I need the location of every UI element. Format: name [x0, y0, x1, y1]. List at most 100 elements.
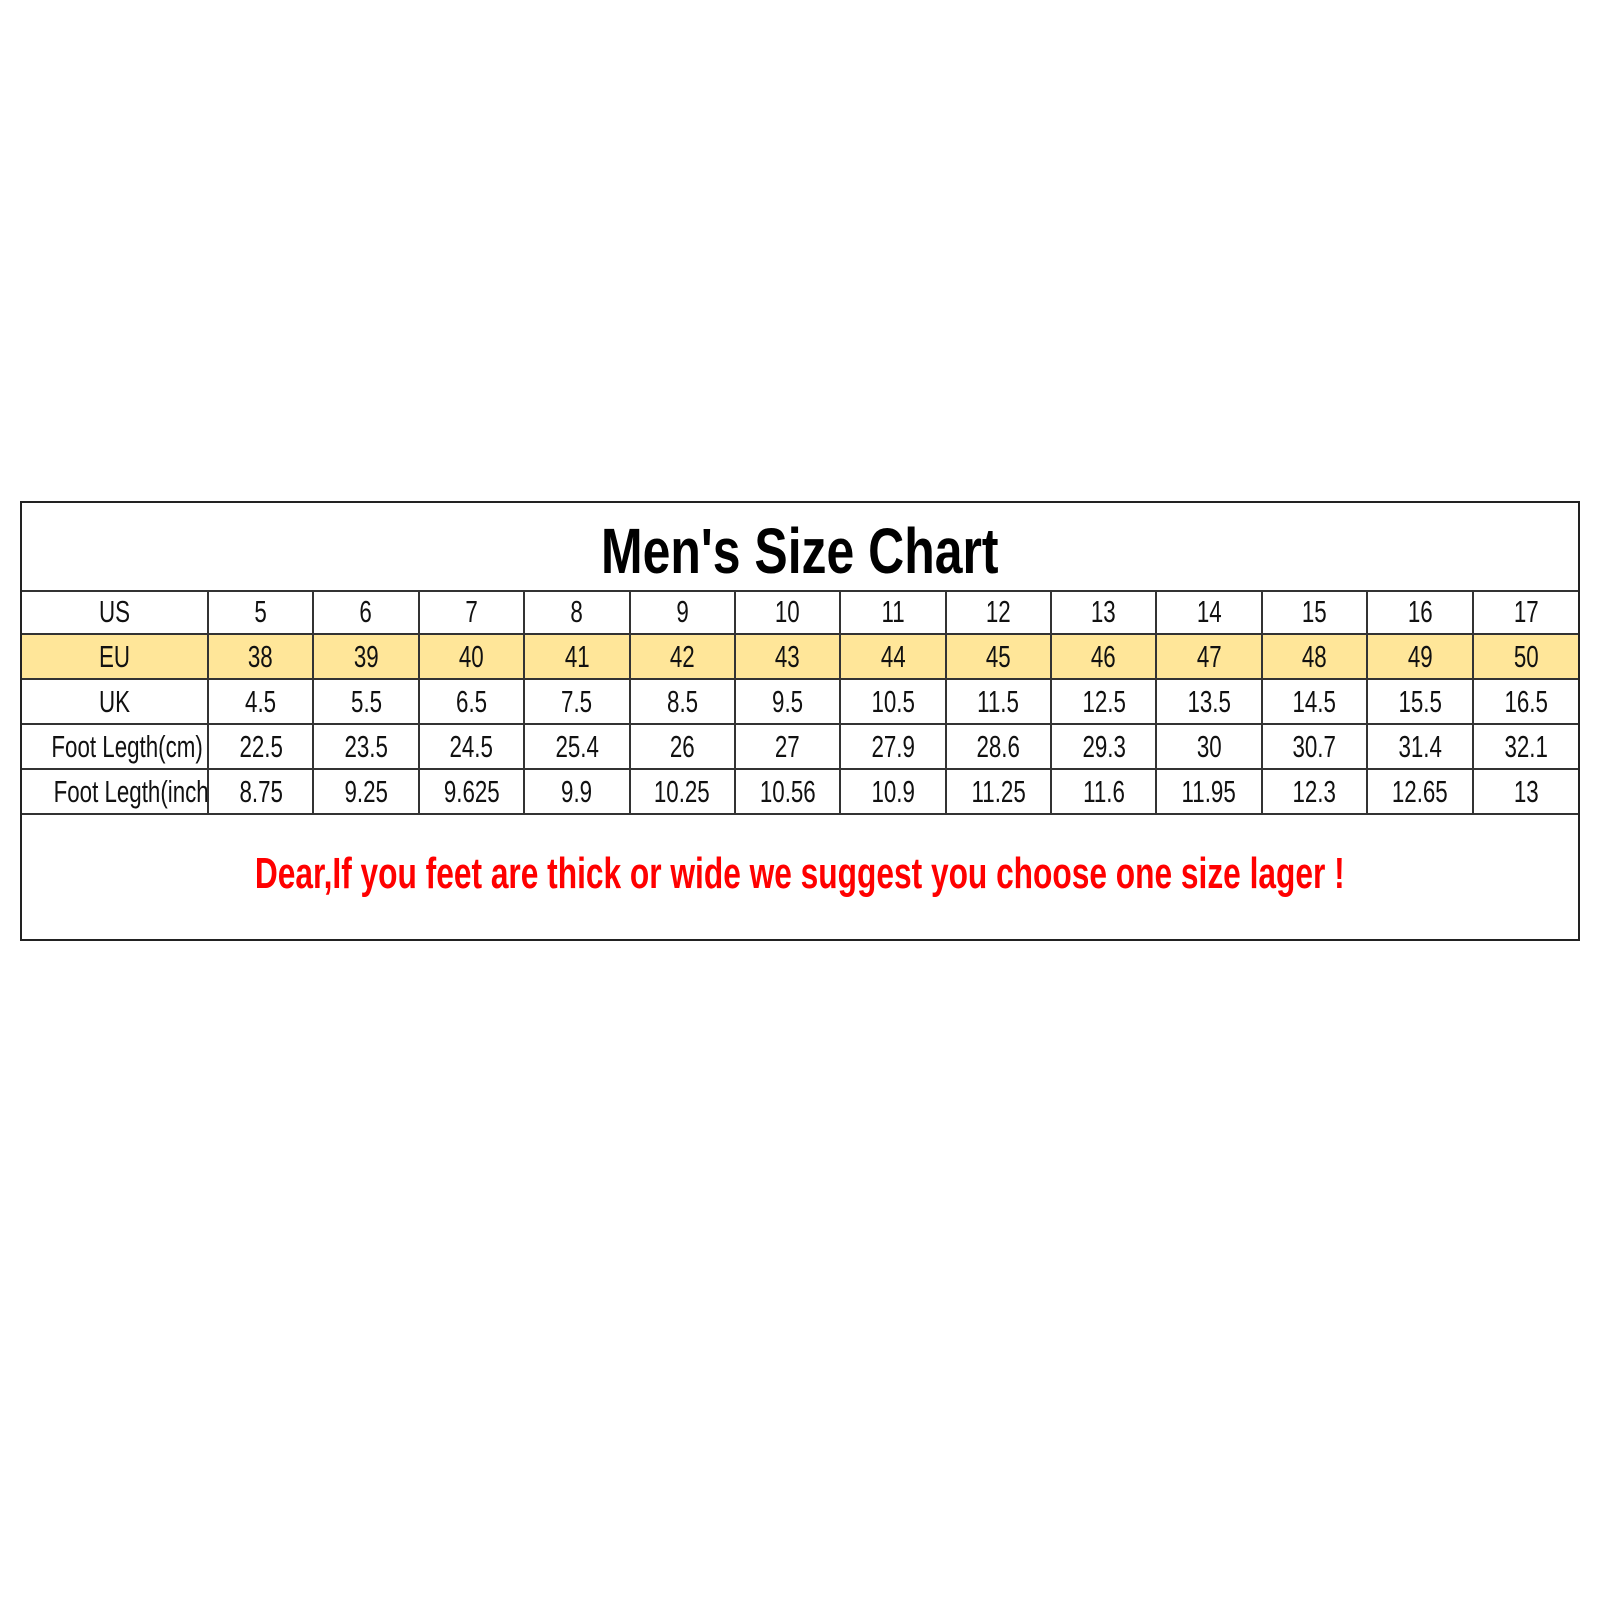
table-cell-text: 6.5	[455, 683, 487, 719]
table-cell-text: 11	[881, 593, 905, 629]
table-cell-text: 45	[985, 638, 1011, 674]
table-cell-text: 7	[465, 593, 478, 629]
table-cell-text: 12.3	[1292, 773, 1337, 809]
table-cell: 12	[944, 590, 1053, 635]
table-cell-text: 50	[1513, 638, 1539, 674]
table-cell-text: 6	[359, 593, 373, 629]
table-cell-text: 27.9	[871, 728, 915, 764]
table-cell: 12.65	[1366, 768, 1474, 815]
table-cell-text: 13.5	[1187, 683, 1231, 719]
row-label-text: US	[98, 593, 131, 629]
table-cell-text: 12.65	[1391, 773, 1448, 809]
table-cell-text: 15.5	[1398, 683, 1442, 719]
table-row: US 5 6 7 8 9 10 11 12 13 14 15 16 17	[22, 590, 1578, 635]
table-cell-text: 5	[254, 593, 267, 629]
chart-title: Men's Size Chart	[601, 514, 999, 587]
table-cell: 10.5	[839, 678, 947, 725]
table-cell-text: 7.5	[561, 683, 593, 719]
table-row: EU 38 39 40 41 42 43 44 45 46 47 48 49 50	[22, 633, 1578, 680]
table-cell-text: 11.5	[977, 683, 1020, 719]
table-cell-text: 9.625	[443, 773, 500, 809]
size-chart: Men's Size Chart US 5 6 7 8 9 10 11 12 13 14 15 16 17…	[20, 501, 1580, 941]
table-cell: 11.5	[944, 678, 1053, 725]
table-cell: 15.5	[1366, 678, 1474, 725]
table-cell: 10	[733, 590, 842, 635]
table-cell-text: 27	[775, 728, 800, 764]
table-cell: 22.5	[206, 723, 315, 770]
table-cell-text: 11.95	[1181, 773, 1237, 809]
table-cell: 16	[1366, 590, 1474, 635]
table-cell-text: 16.5	[1504, 683, 1548, 719]
table-cell: 8.75	[206, 768, 315, 815]
table-cell-text: 30	[1196, 728, 1222, 764]
table-cell-text: 13	[1513, 773, 1539, 809]
table-cell: 32.1	[1471, 723, 1578, 770]
table-cell-text: 17	[1513, 593, 1539, 629]
table-cell: 30.7	[1260, 723, 1369, 770]
table-cell: 24.5	[417, 723, 526, 770]
table-cell: 44	[839, 633, 947, 680]
table-cell: 47	[1155, 633, 1263, 680]
table-cell-text: 44	[880, 638, 906, 674]
table-cell-text: 5.5	[350, 683, 382, 719]
row-label-text: EU	[98, 638, 131, 674]
table-cell-text: 30.7	[1292, 728, 1337, 764]
table-cell: 5	[206, 590, 315, 635]
table-cell-text: 11.25	[971, 773, 1026, 809]
table-cell-text: 12	[985, 593, 1011, 629]
table-cell-text: 9.5	[772, 683, 804, 719]
table-cell-text: 10.56	[759, 773, 816, 809]
table-cell: 40	[417, 633, 526, 680]
table-cell-text: 43	[775, 638, 800, 674]
table-cell: 9.9	[523, 768, 631, 815]
table-cell: 12.5	[1049, 678, 1158, 725]
table-cell-text: 46	[1091, 638, 1117, 674]
table-cell-text: 31.4	[1398, 728, 1442, 764]
table-cell: 48	[1260, 633, 1369, 680]
table-cell: 39	[312, 633, 420, 680]
table-cell: 11.25	[944, 768, 1053, 815]
row-label: US	[22, 590, 209, 635]
table-cell-text: 26	[669, 728, 695, 764]
table-cell: 27	[733, 723, 842, 770]
table-cell: 5.5	[312, 678, 420, 725]
table-cell-text: 10.9	[871, 773, 915, 809]
table-cell-text: 42	[669, 638, 695, 674]
table-cell-text: 47	[1196, 638, 1222, 674]
table-cell: 38	[206, 633, 315, 680]
table-cell: 49	[1366, 633, 1474, 680]
table-cell: 11.95	[1155, 768, 1263, 815]
table-cell: 6.5	[417, 678, 526, 725]
table-cell: 9.5	[733, 678, 842, 725]
row-label-text: UK	[98, 683, 131, 719]
table-cell-text: 10.25	[654, 773, 711, 809]
table-cell: 30	[1155, 723, 1263, 770]
table-cell: 8	[523, 590, 631, 635]
table-cell: 14	[1155, 590, 1263, 635]
table-cell-text: 9.25	[344, 773, 388, 809]
table-cell: 13	[1049, 590, 1158, 635]
table-cell: 11	[839, 590, 947, 635]
table-cell-text: 38	[248, 638, 274, 674]
table-cell: 25.4	[523, 723, 631, 770]
row-label: EU	[22, 633, 209, 680]
table-cell: 13.5	[1155, 678, 1263, 725]
table-cell-text: 9.9	[561, 773, 593, 809]
table-cell: 31.4	[1366, 723, 1474, 770]
table-cell: 13	[1471, 768, 1578, 815]
table-cell: 45	[944, 633, 1053, 680]
size-advice-note: Dear,If you feet are thick or wide we su…	[255, 848, 1345, 898]
table-cell-text: 8.5	[666, 683, 698, 719]
table-cell: 42	[628, 633, 736, 680]
table-cell-text: 29.3	[1081, 728, 1126, 764]
table-cell: 16.5	[1471, 678, 1578, 725]
table-cell-text: 16	[1407, 593, 1433, 629]
table-cell-text: 14.5	[1292, 683, 1337, 719]
table-cell: 17	[1471, 590, 1578, 635]
table-cell-text: 41	[564, 638, 590, 674]
table-cell: 6	[312, 590, 420, 635]
table-cell: 8.5	[628, 678, 736, 725]
table-cell-text: 23.5	[344, 728, 388, 764]
table-cell: 9.25	[312, 768, 420, 815]
table-cell-text: 8.75	[238, 773, 283, 809]
